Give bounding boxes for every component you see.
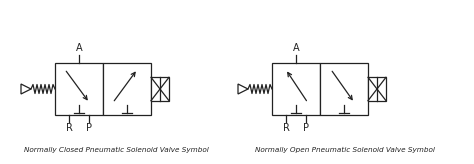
- Bar: [151, 77, 169, 101]
- Text: A: A: [76, 43, 82, 53]
- Bar: [55, 63, 103, 115]
- Text: R: R: [283, 123, 290, 133]
- Bar: [272, 63, 320, 115]
- Bar: [368, 77, 386, 101]
- Text: P: P: [86, 123, 91, 133]
- Bar: [320, 63, 368, 115]
- Bar: [103, 63, 151, 115]
- Text: A: A: [292, 43, 299, 53]
- Text: R: R: [66, 123, 73, 133]
- Text: Normally Open Pneumatic Solenoid Valve Symbol: Normally Open Pneumatic Solenoid Valve S…: [255, 147, 435, 153]
- Text: Normally Closed Pneumatic Solenoid Valve Symbol: Normally Closed Pneumatic Solenoid Valve…: [24, 147, 209, 153]
- Text: P: P: [302, 123, 309, 133]
